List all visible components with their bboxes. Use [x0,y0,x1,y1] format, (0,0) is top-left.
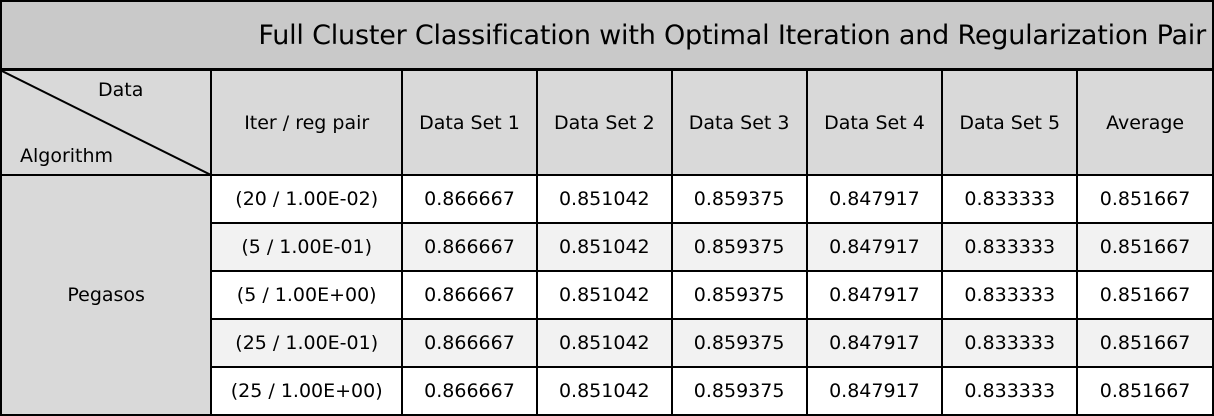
value-cell: 0.866667 [401,174,538,224]
value-cell: 0.859375 [670,174,808,224]
average-cell: 0.851667 [1076,270,1214,320]
value-cell: 0.866667 [401,222,538,272]
corner-header-cell: Data Algorithm [0,69,213,176]
column-header-data-set-3: Data Set 3 [670,69,808,176]
pair-cell: (5 / 1.00E-01) [210,222,404,272]
table-row: (5 / 1.00E-01) 0.866667 0.851042 0.85937… [1,222,1214,272]
value-cell: 0.833333 [941,318,1079,368]
value-cell: 0.833333 [941,366,1079,416]
table-title: Full Cluster Classification with Optimal… [0,0,1214,70]
table-row: Pegasos (20 / 1.00E-02) 0.866667 0.85104… [0,174,1214,416]
column-header-data-set-2: Data Set 2 [535,69,673,176]
value-cell: 0.851042 [535,222,673,272]
column-header-pair: Iter / reg pair [210,69,404,176]
value-cell: 0.859375 [670,318,808,368]
value-cell: 0.847917 [805,174,944,224]
value-cell: 0.847917 [805,270,944,320]
table-row: (5 / 1.00E+00) 0.866667 0.851042 0.85937… [1,270,1214,320]
value-cell: 0.851042 [535,318,673,368]
table-row: (25 / 1.00E+00) 0.866667 0.851042 0.8593… [1,366,1214,416]
value-cell: 0.866667 [401,366,538,416]
corner-data-label: Data [98,79,144,101]
value-cell: 0.859375 [670,222,808,272]
value-cell: 0.833333 [941,222,1079,272]
value-cell: 0.847917 [805,366,944,416]
results-table: Data Algorithm Iter / reg pair Data Set … [0,69,1214,416]
average-cell: 0.851667 [1076,318,1214,368]
value-cell: 0.866667 [401,270,538,320]
value-cell: 0.833333 [941,174,1079,224]
column-header-average: Average [1076,69,1214,176]
pair-cell: (5 / 1.00E+00) [210,270,404,320]
value-cell: 0.851042 [535,366,673,416]
average-cell: 0.851667 [1076,366,1214,416]
pair-cell: (25 / 1.00E-01) [210,318,404,368]
diagonal-divider [3,72,210,173]
value-cell: 0.847917 [805,318,944,368]
value-cell: 0.866667 [401,318,538,368]
value-cell: 0.833333 [941,270,1079,320]
column-header-data-set-4: Data Set 4 [805,69,944,176]
pair-cell: (25 / 1.00E+00) [210,366,404,416]
table-row: (25 / 1.00E-01) 0.866667 0.851042 0.8593… [1,318,1214,368]
column-header-data-set-1: Data Set 1 [401,69,538,176]
value-cell: 0.851042 [535,174,673,224]
header-row: Data Algorithm Iter / reg pair Data Set … [0,69,1214,176]
algorithm-cell: Pegasos [0,174,213,416]
value-cell: 0.859375 [670,366,808,416]
value-cell: 0.847917 [805,222,944,272]
column-header-data-set-5: Data Set 5 [941,69,1079,176]
average-cell: 0.851667 [1076,222,1214,272]
corner-algorithm-label: Algorithm [20,145,114,167]
pair-cell: (20 / 1.00E-02) [210,174,404,224]
average-cell: 0.851667 [1076,174,1214,224]
value-cell: 0.859375 [670,270,808,320]
value-cell: 0.851042 [535,270,673,320]
